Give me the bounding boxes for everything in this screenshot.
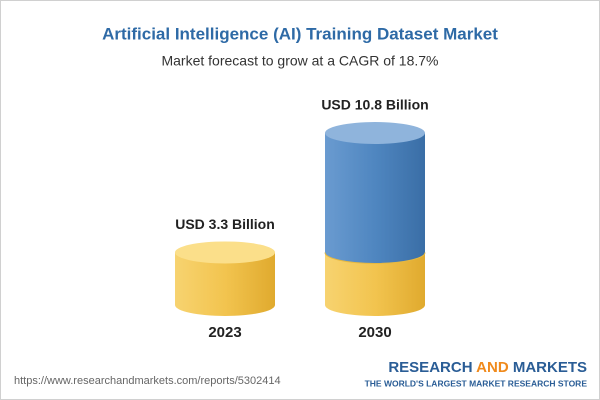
brand-word: MARKETS: [513, 359, 587, 376]
chart-title: Artificial Intelligence (AI) Training Da…: [102, 24, 498, 43]
cylinder-top: [325, 122, 425, 144]
value-label: USD 10.8 Billion: [321, 97, 428, 113]
brand-tagline: THE WORLD'S LARGEST MARKET RESEARCH STOR…: [365, 378, 588, 388]
x-tick-label: 2023: [208, 324, 241, 341]
cylinder-body: [325, 133, 425, 264]
cylinder-top: [175, 241, 275, 264]
brand-logo: RESEARCH AND MARKETS: [388, 359, 587, 376]
bar: [324, 122, 426, 316]
brand-word: AND: [476, 359, 509, 376]
brand-word: RESEARCH: [388, 359, 472, 376]
source-url: https://www.researchandmarkets.com/repor…: [14, 375, 281, 387]
x-tick-label: 2030: [358, 324, 391, 341]
value-label: USD 3.3 Billion: [175, 216, 275, 232]
seam: [324, 252, 426, 264]
cylinder-body: [325, 252, 425, 316]
bar: [175, 241, 275, 316]
chart-subtitle: Market forecast to grow at a CAGR of 18.…: [161, 53, 438, 69]
cylinder-body: [175, 252, 275, 316]
